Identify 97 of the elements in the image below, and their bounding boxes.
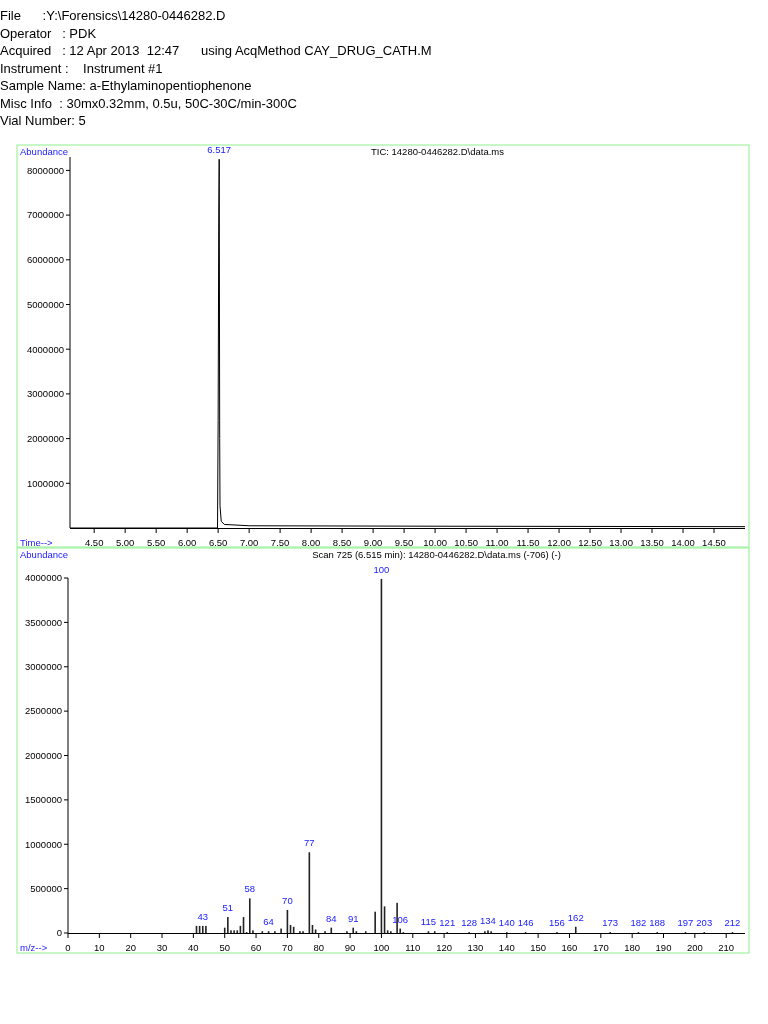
x-tick-label: 6.50: [208, 537, 228, 548]
x-tick-label: 14.00: [671, 537, 695, 548]
x-tick-label: 11.00: [485, 537, 509, 548]
annotation: 140: [498, 917, 515, 929]
annotation: 173: [602, 917, 619, 929]
y-tick-label: 1000000: [25, 838, 62, 850]
x-tick-label: 180: [624, 942, 641, 953]
annotation: 128: [461, 917, 478, 929]
x-tick-label: 100: [373, 942, 390, 953]
y-tick-label: 8000000: [27, 164, 64, 176]
x-tick-label: 150: [530, 942, 547, 953]
chart-title: Scan 725 (6.515 min): 14280-0446282.D\data.ms (-706) (-): [312, 549, 561, 560]
y-tick-label: 4000000: [27, 343, 64, 355]
y-tick-label: 4000000: [25, 572, 62, 584]
text: Instrument : Instrument #1: [0, 60, 163, 76]
y-tick-label: 5000000: [27, 298, 64, 310]
annotation: 100: [373, 563, 390, 575]
annotation: 146: [517, 917, 534, 929]
y-axis-title: Abundance: [20, 549, 69, 560]
x-tick-label: 130: [467, 942, 484, 953]
y-tick-label: 1000000: [27, 477, 64, 489]
annotation: 212: [724, 917, 741, 929]
x-tick-label: 40: [188, 942, 199, 953]
y-tick-label: 1500000: [25, 794, 62, 806]
annotation: 91: [347, 912, 359, 924]
x-tick-label: 13.50: [640, 537, 664, 548]
y-tick-label: 3500000: [25, 616, 62, 628]
y-tick-label: 500000: [30, 882, 62, 894]
x-axis-title: Time-->: [20, 537, 54, 548]
x-tick-label: 110: [405, 942, 421, 953]
annotation: 121: [439, 917, 456, 929]
annotation: 134: [480, 915, 496, 927]
annotation: 162: [567, 911, 584, 923]
x-tick-label: 120: [436, 942, 453, 953]
x-tick-label: 13.00: [609, 537, 633, 548]
x-tick-label: 8.00: [301, 537, 321, 548]
text: Acquired : 12 Apr 2013 12:47 using AcqMethod CAY_DRUG_CATH.M: [0, 43, 432, 58]
y-tick-label: 2000000: [27, 432, 64, 444]
x-tick-label: 30: [156, 942, 168, 953]
x-tick-label: 8.50: [332, 537, 352, 548]
x-tick-label: 80: [313, 942, 325, 953]
x-tick-label: 0: [65, 942, 71, 953]
x-tick-label: 10.50: [454, 537, 478, 548]
x-tick-label: 7.50: [270, 537, 290, 548]
annotation: 84: [325, 912, 337, 924]
x-tick-label: 5.00: [115, 537, 135, 548]
annotation: 51: [222, 902, 234, 914]
annotation: 58: [244, 883, 256, 895]
x-tick-label: 9.50: [394, 537, 414, 548]
y-tick-label: 2500000: [25, 705, 62, 717]
x-tick-label: 10: [94, 942, 105, 953]
y-tick-label: 2000000: [25, 749, 62, 761]
y-tick-label: 3000000: [25, 661, 62, 673]
y-tick-label: 7000000: [27, 209, 64, 221]
annotation: 115: [420, 916, 437, 928]
x-tick-label: 4.50: [84, 537, 104, 548]
annotation: 77: [304, 837, 315, 849]
annotation: 156: [549, 917, 565, 929]
text: Vial Number: 5: [0, 113, 86, 128]
chart-title: TIC: 14280-0446282.D\data.ms: [370, 146, 505, 157]
text: Sample Name: a-Ethylaminopentiophenone: [0, 78, 252, 93]
x-tick-label: 140: [498, 942, 515, 953]
x-tick-label: 90: [344, 942, 356, 953]
x-tick-label: 11.50: [516, 537, 540, 548]
annotation: 43: [197, 910, 209, 922]
x-tick-label: 60: [250, 942, 262, 953]
x-tick-label: 6.00: [177, 537, 197, 548]
annotation: 6.517: [207, 144, 232, 156]
annotation: 188: [649, 917, 666, 929]
text: Misc Info : 30mx0.32mm, 0.5u, 50C-30C/min-300C: [0, 95, 297, 111]
x-tick-label: 9.00: [363, 537, 383, 548]
annotation: 203: [696, 917, 713, 929]
annotation: 64: [263, 916, 274, 928]
y-tick-label: 0: [56, 927, 62, 939]
x-tick-label: 14.50: [702, 537, 726, 548]
y-axis-title: Abundance: [20, 146, 69, 157]
y-tick-label: 3000000: [27, 388, 64, 400]
x-tick-label: 190: [655, 942, 672, 953]
x-tick-label: 12.00: [547, 537, 571, 548]
x-tick-label: 70: [282, 942, 293, 953]
x-axis-title: m/z-->: [20, 942, 48, 953]
y-tick-label: 6000000: [27, 254, 64, 266]
x-tick-label: 5.50: [146, 537, 166, 548]
x-tick-label: 170: [592, 942, 609, 953]
annotation: 182: [630, 917, 647, 929]
annotation: 70: [282, 894, 293, 906]
x-tick-label: 12.50: [578, 537, 602, 548]
annotation: 197: [677, 917, 694, 929]
x-tick-label: 200: [686, 942, 703, 953]
x-tick-label: 20: [125, 942, 136, 953]
text: File :Y:\Forensics\14280-0446282.D: [0, 8, 226, 23]
text: Operator : PDK: [0, 25, 97, 41]
x-tick-label: 10.00: [423, 537, 447, 548]
x-tick-label: 50: [219, 942, 230, 953]
x-tick-label: 210: [718, 942, 735, 953]
x-tick-label: 7.00: [239, 537, 259, 548]
x-tick-label: 160: [561, 942, 578, 953]
